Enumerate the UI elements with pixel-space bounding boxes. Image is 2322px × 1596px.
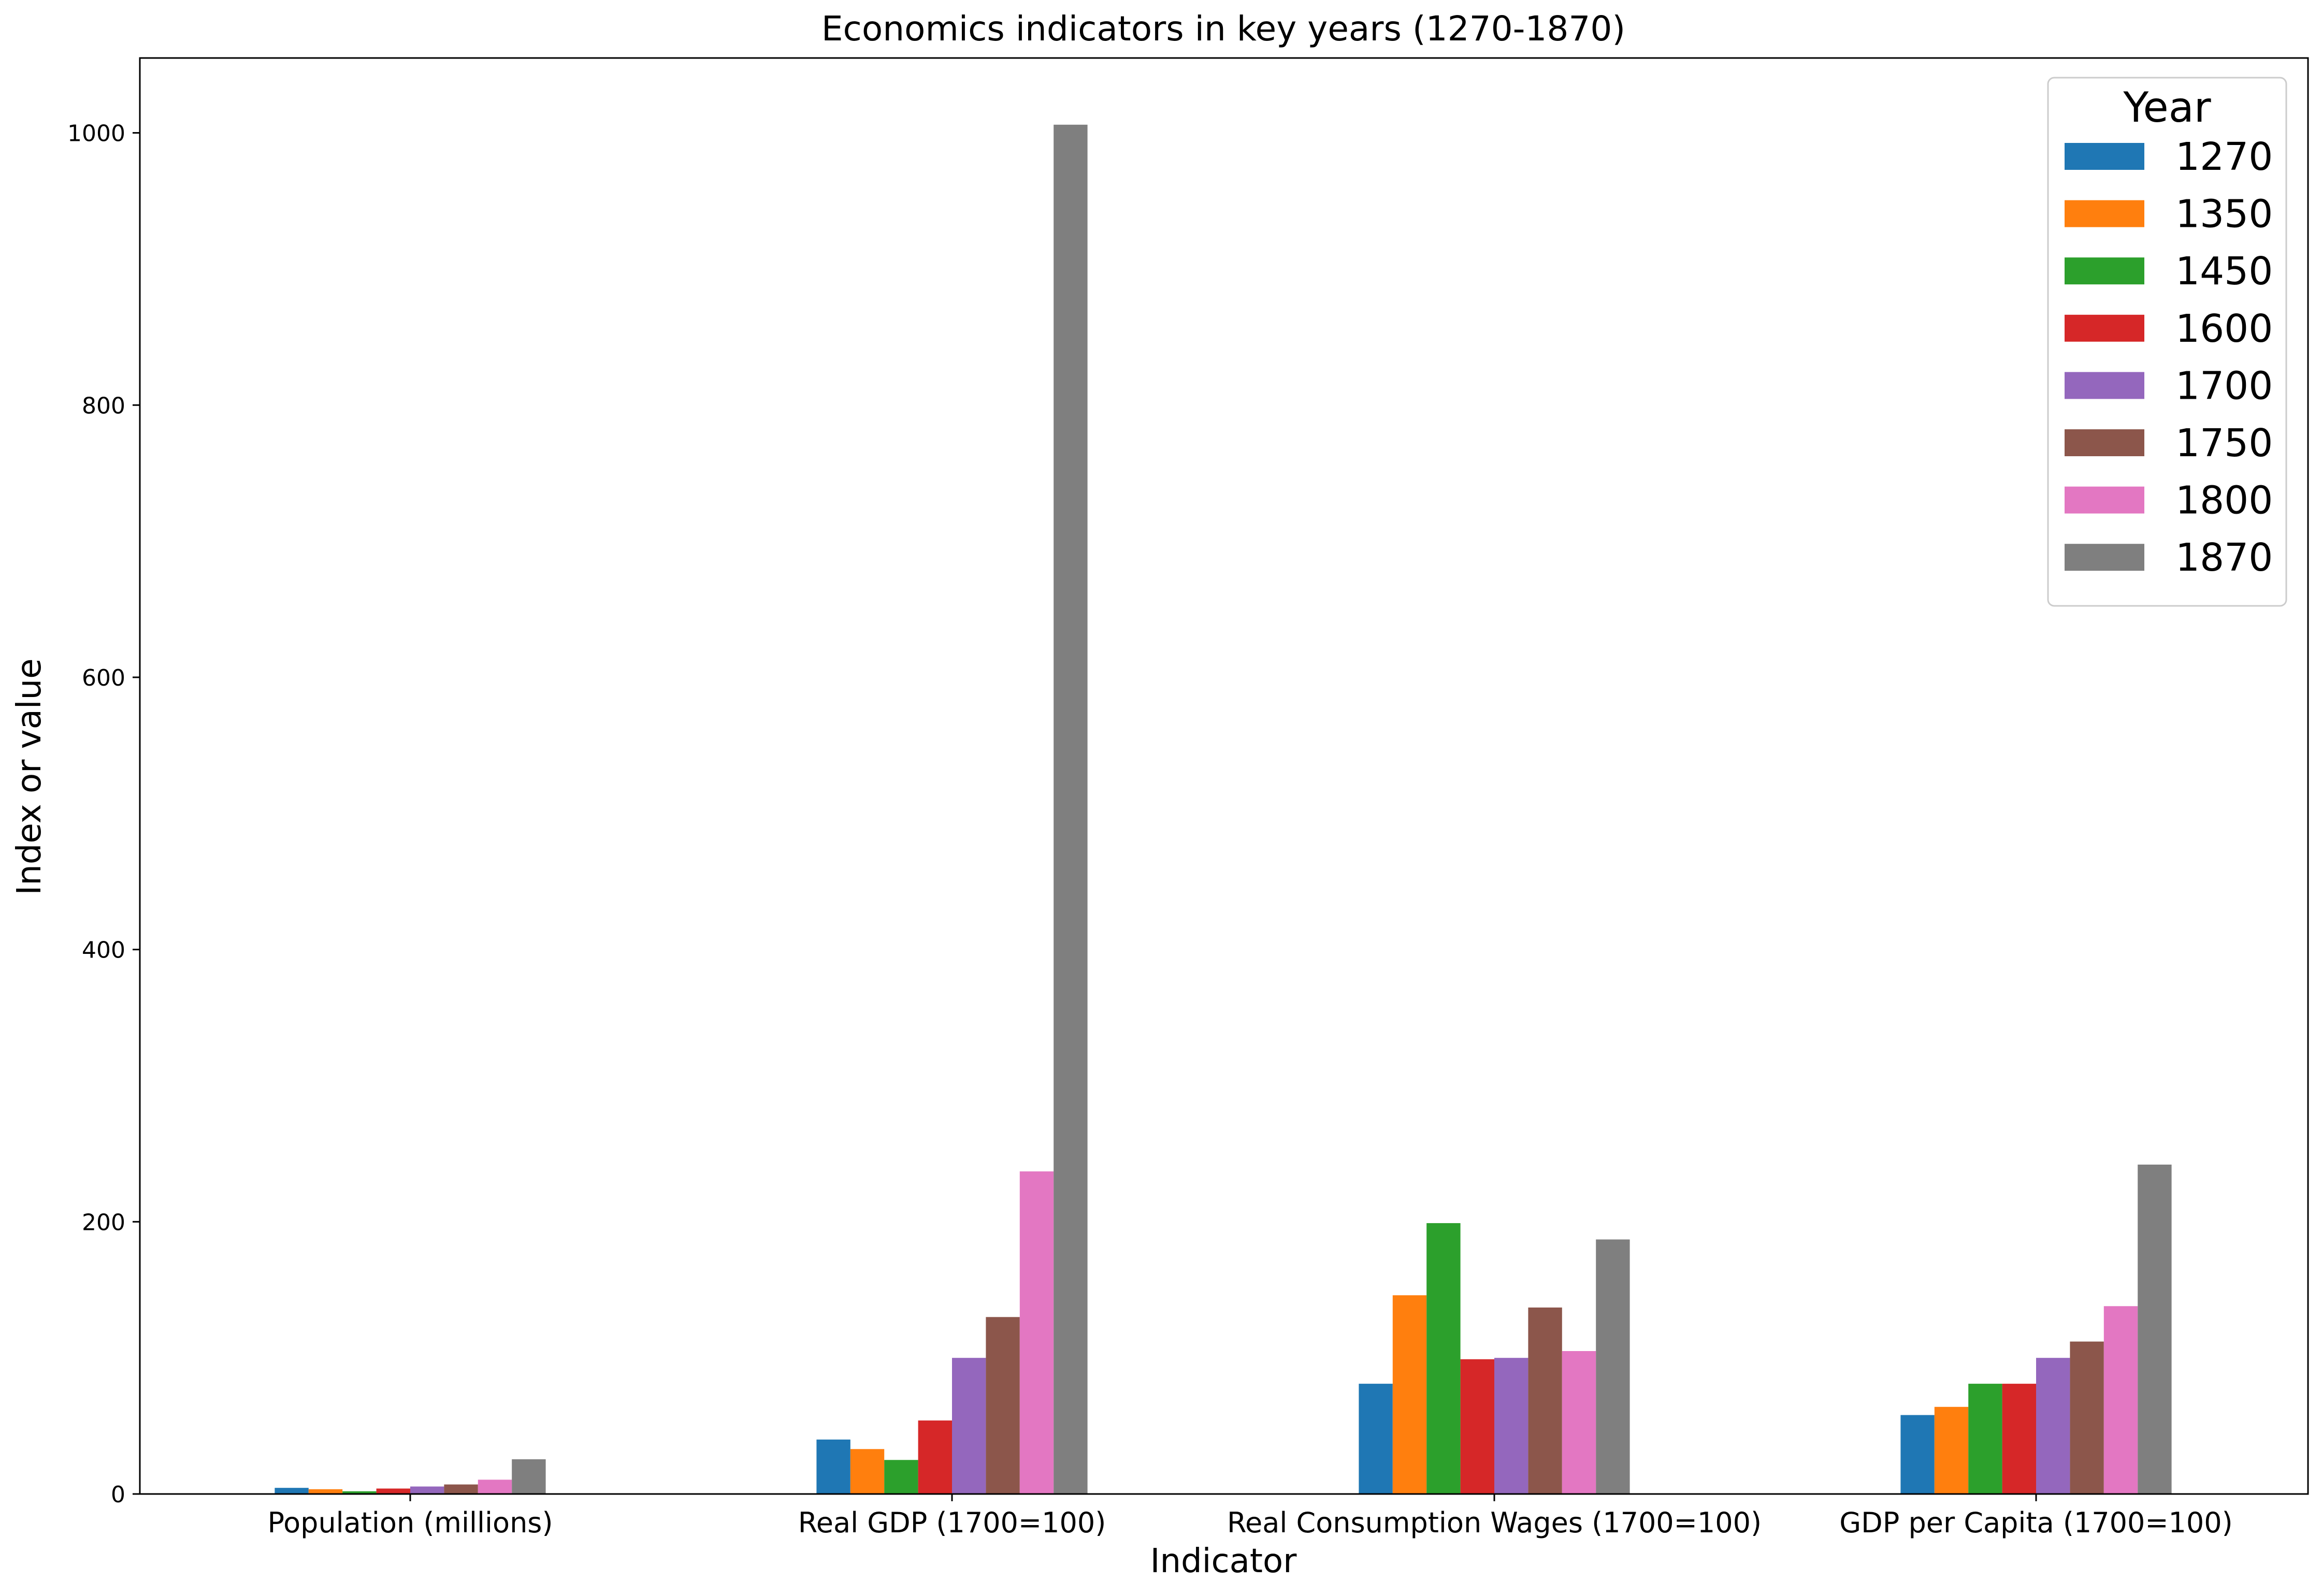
legend-swatch <box>2065 200 2144 227</box>
legend-label: 1800 <box>2175 478 2273 523</box>
bar-1870 <box>1054 124 1088 1494</box>
bar-1450 <box>342 1491 377 1494</box>
bar-1600 <box>918 1420 952 1494</box>
y-tick-label: 0 <box>111 1482 125 1508</box>
bar-group <box>1359 1223 1630 1494</box>
bar-1800 <box>1562 1351 1596 1494</box>
bar-1700 <box>410 1486 444 1494</box>
bar-1270 <box>275 1488 309 1494</box>
legend-label: 1870 <box>2175 535 2273 580</box>
legend-swatch <box>2065 429 2144 456</box>
legend-title: Year <box>2123 83 2211 132</box>
bar-1800 <box>1019 1171 1054 1494</box>
bar-1450 <box>1968 1384 2002 1494</box>
legend-item: 1870 <box>2065 535 2273 580</box>
chart-title: Economics indicators in key years (1270-… <box>821 9 1625 49</box>
bar-1700 <box>952 1358 986 1494</box>
bar-1600 <box>1460 1359 1494 1494</box>
x-tick-label: Real Consumption Wages (1700=100) <box>1227 1506 1762 1539</box>
plot-frame <box>139 57 2309 1495</box>
bar-1870 <box>2138 1164 2172 1494</box>
bar-1750 <box>986 1317 1020 1494</box>
legend-item: 1350 <box>2065 192 2273 237</box>
bar-group <box>275 1459 546 1494</box>
bar-1750 <box>444 1484 478 1494</box>
bar-group <box>816 124 1088 1494</box>
legend-items: 1270 1350 1450 1600 1700 1750 1800 1870 <box>2065 135 2273 580</box>
bar-groups <box>275 124 2172 1494</box>
bar-1600 <box>2002 1384 2036 1494</box>
legend-item: 1270 <box>2065 135 2273 179</box>
x-tick-label: GDP per Capita (1700=100) <box>1839 1506 2232 1539</box>
legend-item: 1800 <box>2065 478 2273 523</box>
bar-1800 <box>2103 1306 2138 1494</box>
bar-1350 <box>308 1489 343 1494</box>
legend-swatch <box>2065 314 2144 342</box>
bar-1450 <box>884 1460 918 1494</box>
legend-item: 1750 <box>2065 421 2273 466</box>
bar-group <box>1900 1164 2172 1494</box>
legend-label: 1750 <box>2175 421 2273 466</box>
bar-1270 <box>816 1439 850 1494</box>
bar-1350 <box>1934 1406 1969 1494</box>
y-tick-label: 400 <box>82 937 125 964</box>
bar-1700 <box>1494 1358 1528 1494</box>
x-axis-label: Indicator <box>1150 1542 1297 1580</box>
legend-label: 1700 <box>2175 364 2273 408</box>
bar-1800 <box>478 1479 512 1494</box>
legend-item: 1600 <box>2065 307 2273 351</box>
x-tick-label: Population (millions) <box>267 1506 553 1539</box>
bar-1750 <box>1528 1307 1562 1494</box>
y-tick-label: 600 <box>82 665 125 691</box>
legend-label: 1270 <box>2175 135 2273 179</box>
bar-1750 <box>2070 1341 2104 1494</box>
bar-1600 <box>376 1488 410 1494</box>
y-tick-label: 200 <box>82 1209 125 1236</box>
bar-1870 <box>1596 1239 1630 1494</box>
y-axis-label: Index or value <box>10 658 49 895</box>
bar-1350 <box>1392 1295 1427 1494</box>
bar-1450 <box>1426 1223 1461 1494</box>
bar-1270 <box>1900 1415 1935 1494</box>
y-tick-label: 800 <box>82 393 125 419</box>
x-tick-label: Real GDP (1700=100) <box>798 1506 1106 1539</box>
legend-swatch <box>2065 372 2144 399</box>
legend-swatch <box>2065 143 2144 170</box>
legend-label: 1350 <box>2175 192 2273 237</box>
y-axis-ticks: 0 200 400 600 800 1000 <box>67 121 140 1508</box>
legend-swatch <box>2065 544 2144 571</box>
bar-1700 <box>2036 1358 2070 1494</box>
legend-label: 1600 <box>2175 307 2273 351</box>
bar-1270 <box>1359 1384 1393 1494</box>
legend-swatch <box>2065 486 2144 514</box>
legend-item: 1700 <box>2065 364 2273 408</box>
x-axis-ticks: Population (millions) Real GDP (1700=100)… <box>267 1494 2233 1539</box>
legend-label: 1450 <box>2175 249 2273 294</box>
legend-swatch <box>2065 257 2144 285</box>
y-tick-label: 1000 <box>67 121 125 147</box>
bar-1350 <box>850 1449 885 1494</box>
bar-1870 <box>512 1459 546 1494</box>
legend-item: 1450 <box>2065 249 2273 294</box>
legend: Year 1270 1350 1450 1600 1700 1750 1800 1870 <box>2047 77 2287 607</box>
